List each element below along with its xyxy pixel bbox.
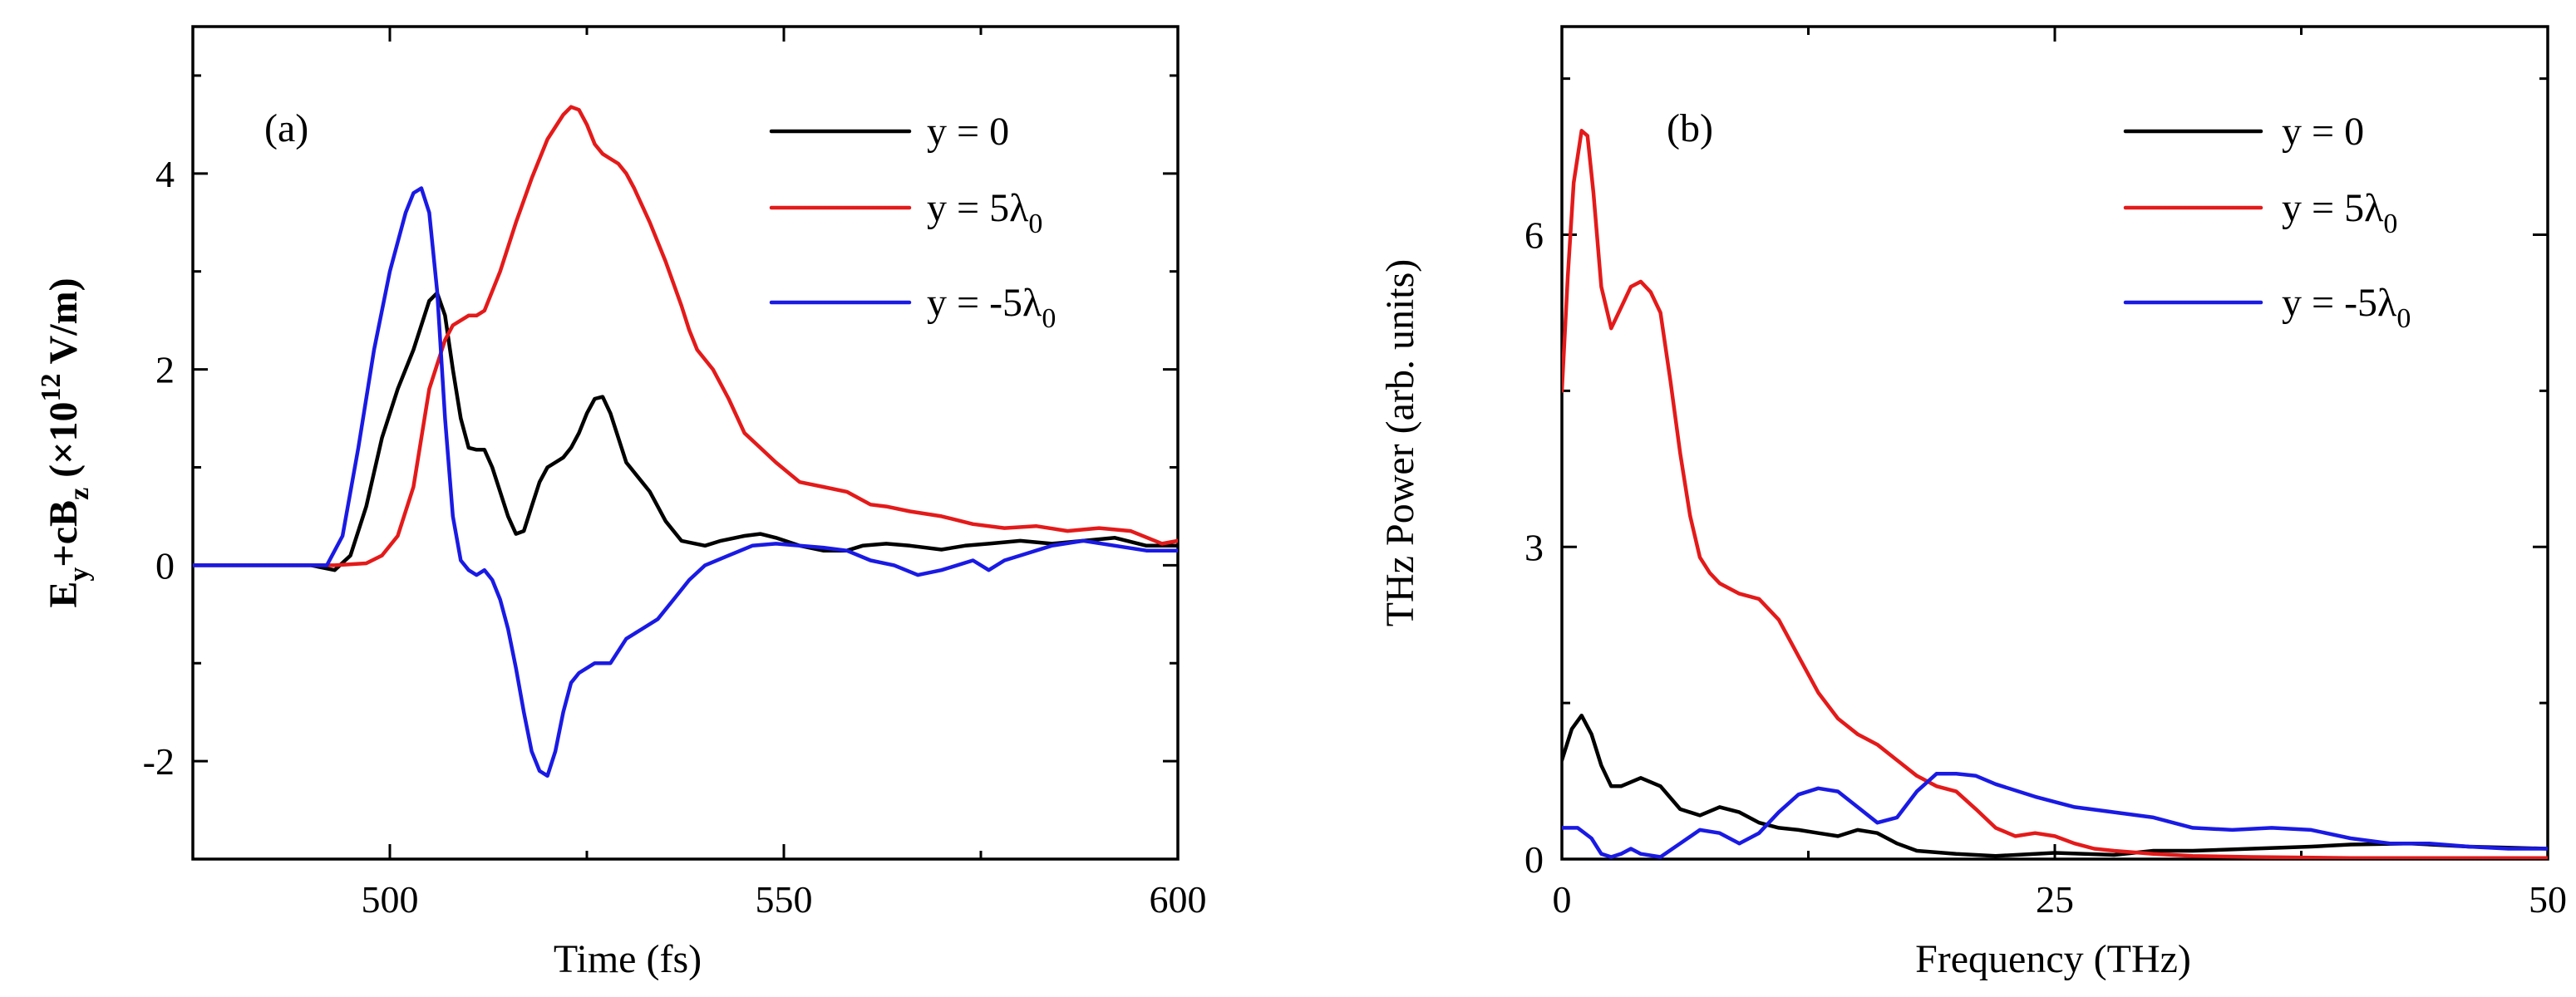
ytick-label: 0 (1524, 838, 1544, 881)
panel-a-legend: y = 0 y = 5λ0 y = -5λ0 (769, 110, 1056, 334)
panel-a-series-y5-line (193, 105, 1178, 567)
panel-a: 500 550 600 -2 0 2 4 (a) y = 0 y = 5λ0 y = -5λ… (36, 25, 1207, 981)
legend-b-label-y5: y = 5λ0 (2282, 186, 2397, 239)
ytick-label: 3 (1524, 526, 1544, 568)
panel-b-legend: y = 0 y = 5λ0 y = -5λ0 (2123, 110, 2411, 334)
ytick-label: -2 (143, 740, 175, 783)
panel-b-series-y0-line (1562, 713, 2548, 858)
panel-a-series-ym5-line (193, 186, 1178, 778)
xtick-label: 0 (1553, 878, 1572, 921)
legend-a-label-ym5: y = -5λ0 (927, 281, 1056, 334)
xtick-label: 600 (1150, 878, 1207, 921)
panel-a-ylabel: Ey+cBz (×1012 V/m) (36, 277, 95, 607)
panel-a-label: (a) (264, 106, 308, 150)
legend-a-label-y5: y = 5λ0 (927, 186, 1042, 239)
panel-a-series-y0-line (193, 291, 1178, 572)
xtick-label: 25 (2036, 878, 2074, 921)
panel-b-series (1562, 129, 2548, 859)
panel-b-series-ym5-line (1562, 772, 2548, 859)
panel-b-xlabel: Frequency (THz) (1915, 937, 2191, 981)
panel-b-frame (1560, 25, 2549, 861)
panel-b-ylabel: THz Power (arb. units) (1378, 259, 1422, 627)
panel-a-tick-labels: 500 550 600 -2 0 2 4 (143, 153, 1207, 921)
panel-b-tick-labels: 0 25 50 0 3 6 (1524, 214, 2567, 921)
legend-a-label-y0: y = 0 (927, 110, 1009, 154)
ytick-label: 4 (155, 153, 175, 195)
ytick-label: 0 (155, 544, 175, 587)
panel-b-series-y5-line (1562, 129, 2548, 859)
legend-b-label-ym5: y = -5λ0 (2282, 281, 2411, 334)
ytick-label: 6 (1524, 214, 1544, 257)
xtick-label: 50 (2529, 878, 2567, 921)
panel-a-ticks (191, 27, 1180, 861)
panel-a-xlabel: Time (fs) (554, 937, 702, 981)
panel-b-label: (b) (1667, 106, 1713, 150)
panel-a-frame (191, 25, 1180, 861)
panel-a-series (193, 105, 1178, 778)
ytick-label: 2 (155, 349, 175, 391)
xtick-label: 500 (362, 878, 419, 921)
xtick-label: 550 (756, 878, 813, 921)
panel-b-ticks (1560, 27, 2549, 861)
panel-b: 0 25 50 0 3 6 (b) y = 0 y = 5λ0 y = -5λ0 Freq… (1378, 25, 2567, 981)
legend-b-label-y0: y = 0 (2282, 110, 2364, 154)
